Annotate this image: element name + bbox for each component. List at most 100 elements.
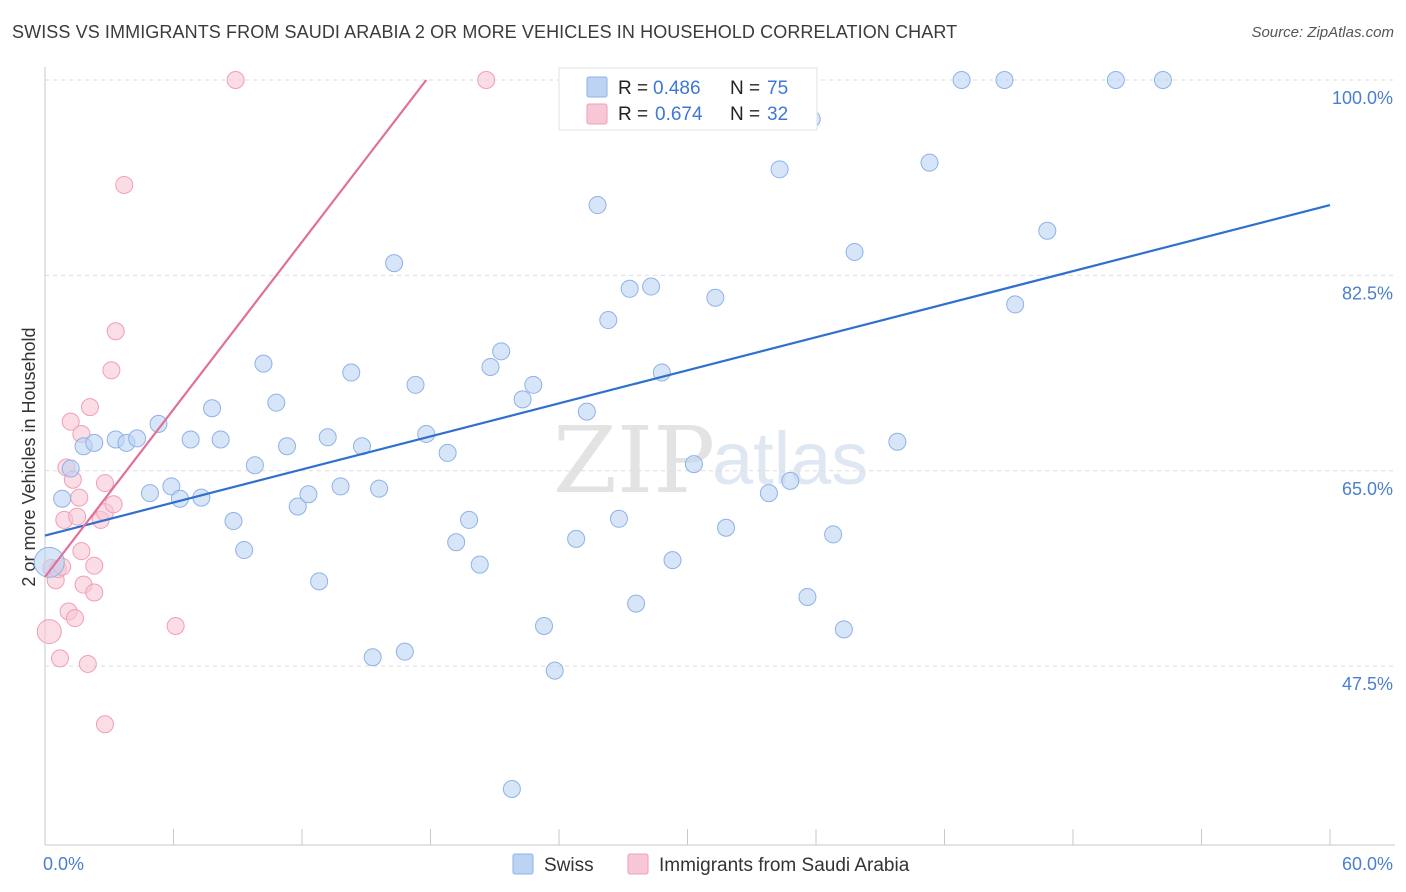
legend-saudi-r-value: 0.674 <box>655 104 703 125</box>
legend-swiss-r-value: 0.486 <box>653 78 701 99</box>
swiss-point <box>395 642 414 661</box>
swiss-point <box>331 477 350 496</box>
swiss-point <box>267 393 286 412</box>
saudi-point <box>72 542 91 561</box>
correlation-legend: R = 0.486 N = 75 R = 0.674 N = 32 <box>558 67 818 131</box>
swiss-point <box>888 432 907 451</box>
swiss-point <box>128 429 147 448</box>
swiss-point <box>342 363 361 382</box>
swiss-point <box>920 153 939 172</box>
swiss-point <box>162 477 181 496</box>
swiss-point <box>781 471 800 490</box>
swiss-point <box>53 489 72 508</box>
swiss-point <box>438 443 457 462</box>
swiss-point <box>288 497 307 516</box>
saudi-point <box>102 361 121 380</box>
swiss-point <box>254 354 273 373</box>
swiss-point <box>642 277 661 296</box>
saudi-point <box>104 495 123 514</box>
saudi-point <box>115 175 134 194</box>
saudi-point <box>78 654 97 673</box>
swiss-point <box>545 661 564 680</box>
swiss-point <box>245 456 264 475</box>
legend-saudi-r-label: R = <box>618 104 648 125</box>
saudi-point <box>50 649 69 668</box>
saudi-point <box>166 616 185 635</box>
bottom-legend-swiss: Swiss <box>544 855 594 876</box>
bottom-legend-swatch-saudi <box>627 853 649 875</box>
y-tick-labels: 47.5% 65.0% 82.5% 100.0% <box>1332 88 1393 694</box>
trend-lines <box>44 79 1331 578</box>
legend-swiss-r-label: R = <box>618 78 648 99</box>
swiss-point <box>61 459 80 478</box>
swiss-point <box>224 512 243 531</box>
legend-saudi-n-value: 32 <box>767 104 788 125</box>
series-saudi-points <box>36 71 496 734</box>
swiss-point <box>798 587 817 606</box>
swiss-point <box>577 402 596 421</box>
swiss-point <box>85 433 104 452</box>
swiss-point <box>834 620 853 639</box>
swiss-point <box>706 288 725 307</box>
grid-lines <box>45 79 1395 667</box>
swiss-point <box>492 342 511 361</box>
saudi-point <box>80 398 99 417</box>
axes <box>44 67 1395 846</box>
saudi-point <box>477 71 496 89</box>
y-tick-label: 100.0% <box>1332 88 1393 108</box>
x-tick-label: 60.0% <box>1342 854 1393 874</box>
swiss-point <box>627 594 646 613</box>
swiss-point <box>363 648 382 667</box>
legend-swatch-saudi <box>586 103 608 125</box>
swiss-point <box>663 551 682 570</box>
swiss-point <box>460 510 479 529</box>
swiss-point <box>609 509 628 528</box>
legend-swiss-n-value: 75 <box>767 78 788 99</box>
swiss-point <box>181 430 200 449</box>
series-swiss-points <box>33 71 1172 798</box>
swiss-point <box>1106 71 1125 89</box>
swiss-point <box>149 414 168 433</box>
swiss-point <box>845 242 864 261</box>
legend-swiss-n-label: N = <box>730 78 760 99</box>
bottom-legend-saudi: Immigrants from Saudi Arabia <box>659 855 910 876</box>
series-legend: Swiss Immigrants from Saudi Arabia <box>512 853 910 876</box>
swiss-point <box>1153 71 1172 89</box>
y-tick-label: 82.5% <box>1342 283 1393 303</box>
swiss-point <box>481 357 500 376</box>
saudi-point <box>95 474 114 493</box>
swiss-point <box>684 455 703 474</box>
saudi-point <box>70 488 89 507</box>
saudi-point <box>36 619 62 645</box>
saudi-point <box>226 71 245 89</box>
y-tick-label: 47.5% <box>1342 674 1393 694</box>
saudi-point <box>68 507 87 526</box>
y-tick-label: 65.0% <box>1342 479 1393 499</box>
chart-title: SWISS VS IMMIGRANTS FROM SAUDI ARABIA 2 … <box>12 22 958 42</box>
swiss-point <box>33 546 65 578</box>
swiss-point <box>318 428 337 447</box>
swiss-point <box>770 160 789 179</box>
swiss-point <box>535 616 554 635</box>
y-axis-label: 2 or more Vehicles in Household <box>19 327 39 586</box>
swiss-point <box>620 279 639 298</box>
swiss-point <box>759 484 778 503</box>
legend-swatch-swiss <box>586 76 608 98</box>
swiss-point <box>717 518 736 537</box>
saudi-point <box>85 583 104 602</box>
swiss-point <box>235 541 254 560</box>
swiss-point <box>502 780 521 798</box>
swiss-point <box>1038 221 1057 240</box>
swiss-point <box>278 437 297 456</box>
legend-saudi-n-label: N = <box>730 104 760 125</box>
swiss-point <box>824 525 843 544</box>
swiss-trend-line <box>44 203 1331 537</box>
swiss-point <box>140 484 159 503</box>
saudi-trend-line <box>44 79 428 578</box>
swiss-point <box>513 390 532 409</box>
source-credit: Source: ZipAtlas.com <box>1251 24 1394 41</box>
swiss-point <box>524 375 543 394</box>
swiss-point <box>370 479 389 498</box>
saudi-point <box>85 556 104 575</box>
